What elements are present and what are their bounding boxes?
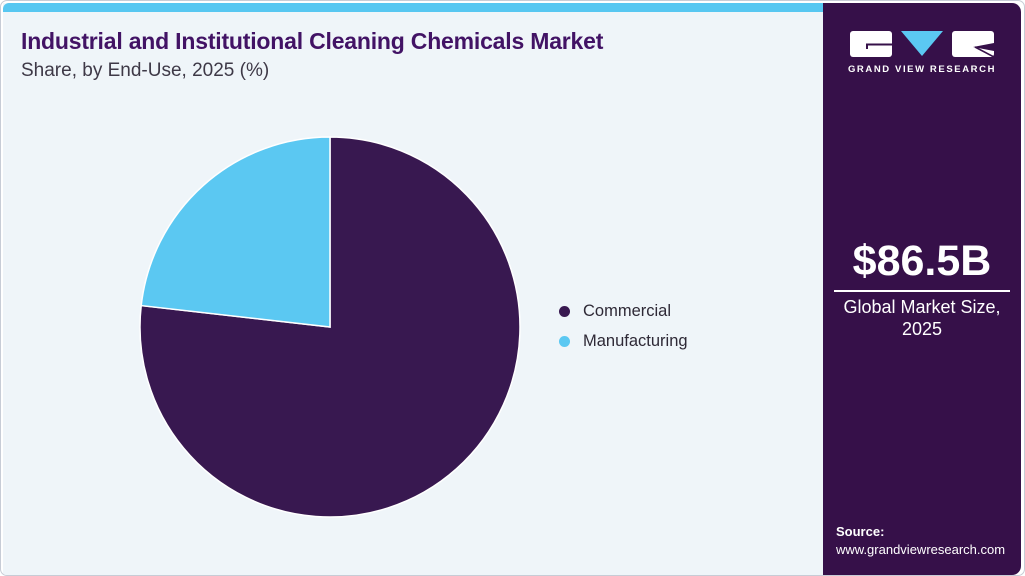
chart-title: Industrial and Institutional Cleaning Ch… <box>21 28 604 54</box>
pie-slice-manufacturing <box>140 136 331 328</box>
chart-panel: Industrial and Institutional Cleaning Ch… <box>3 3 823 575</box>
source-block: Source: www.grandviewresearch.com <box>836 524 1005 557</box>
logo-g-icon <box>850 31 892 57</box>
gvr-logo <box>823 31 1021 57</box>
source-url: www.grandviewresearch.com <box>836 542 1006 557</box>
pie-slice-commercial <box>139 136 521 518</box>
pie-chart-svg <box>139 136 521 518</box>
market-size-caption: Global Market Size, 2025 <box>843 297 1001 339</box>
chart-legend: Commercial Manufacturing <box>559 302 688 351</box>
legend-label: Commercial <box>583 302 672 320</box>
logo-v-icon <box>901 31 943 56</box>
legend-item-manufacturing: Manufacturing <box>559 332 688 351</box>
legend-label: Manufacturing <box>583 332 688 350</box>
chart-subtitle: Share, by End-Use, 2025 (%) <box>21 60 270 81</box>
sidebar-divider <box>834 290 1010 292</box>
source-label: Source: <box>836 524 885 539</box>
pie-chart <box>138 135 522 519</box>
market-size-value: $86.5B <box>852 237 992 285</box>
legend-dot-commercial <box>559 306 570 317</box>
top-accent-bar <box>3 3 823 12</box>
legend-item-commercial: Commercial <box>559 302 688 321</box>
legend-dot-manufacturing <box>559 336 570 347</box>
logo-caption: GRAND VIEW RESEARCH <box>847 64 997 75</box>
brand-sidebar: GRAND VIEW RESEARCH $86.5B Global Market… <box>823 3 1021 575</box>
logo-r-icon <box>952 31 994 57</box>
